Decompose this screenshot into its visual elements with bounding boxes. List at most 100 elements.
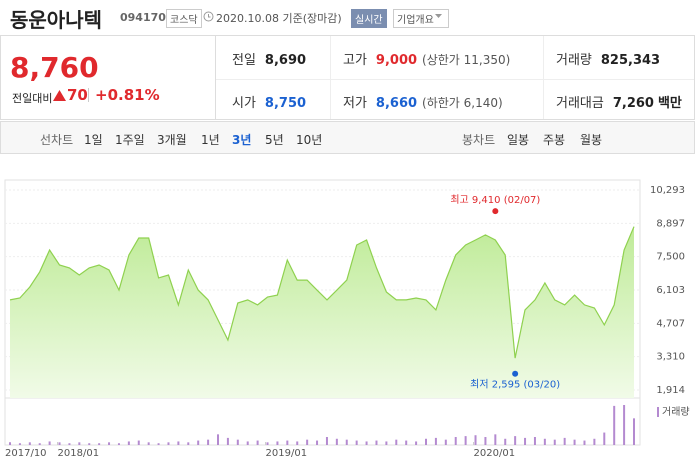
- divider: [88, 88, 89, 102]
- volume-bar: [484, 437, 487, 445]
- line-chart-label: 선차트: [40, 133, 74, 147]
- volume-bar: [18, 443, 21, 445]
- volume-bar: [28, 442, 31, 445]
- volume-bar: [444, 439, 447, 445]
- period-tab[interactable]: 3년: [232, 133, 252, 147]
- volume-bar: [177, 441, 180, 445]
- period-tab[interactable]: 10년: [296, 133, 323, 147]
- volume-bar: [246, 441, 249, 445]
- volume-bar: [286, 440, 289, 445]
- date: 2020.10.08 기준(장마감): [216, 12, 342, 25]
- current-price: 8,760: [10, 51, 99, 84]
- stat-label: 거래대금: [556, 96, 604, 111]
- stat-label: 저가: [343, 96, 367, 111]
- stat-item: 거래량 825,343: [556, 49, 660, 68]
- volume-bar: [197, 440, 200, 445]
- volume-bar: [236, 439, 239, 445]
- volume-legend-mark: [657, 407, 659, 417]
- volume-bar: [266, 442, 269, 445]
- candle-tab[interactable]: 일봉: [507, 133, 530, 147]
- change-label: 전일대비: [12, 92, 53, 105]
- candle-tab[interactable]: 월봉: [580, 133, 603, 147]
- candle-tab[interactable]: 주봉: [543, 133, 566, 147]
- stat-value: 8,750: [264, 96, 307, 111]
- stock-name: 동운아나텍: [10, 8, 102, 32]
- volume-bar: [425, 438, 427, 445]
- divider: [543, 36, 544, 119]
- extreme-dot: [492, 208, 499, 215]
- y-tick-label: 8,897: [656, 218, 685, 229]
- volume-bar: [137, 440, 140, 445]
- volume-bar: [147, 442, 150, 445]
- volume-bar: [543, 438, 546, 445]
- volume-bar: [58, 442, 61, 445]
- x-tick-label: 2020/01: [474, 448, 516, 459]
- volume-bar: [474, 435, 477, 445]
- volume-bar: [316, 440, 319, 445]
- price-line: [9, 226, 635, 359]
- volume-bar: [127, 441, 130, 445]
- dropdown-arrow: [435, 14, 442, 18]
- volume-bar: [583, 440, 586, 445]
- period-tab[interactable]: 1년: [201, 133, 220, 147]
- volume-bar: [593, 438, 596, 445]
- volume-bar: [623, 405, 626, 445]
- stat-unit: 백만: [657, 96, 682, 111]
- price-area: [10, 226, 634, 398]
- stat-item: 시가 8,750: [232, 92, 306, 111]
- market-badge: 코스닥: [166, 9, 202, 28]
- period-tab[interactable]: 1일: [84, 133, 103, 147]
- realtime-button[interactable]: 실시간: [351, 9, 387, 28]
- stat-value: 825,343: [600, 53, 661, 68]
- stat-note: (하한가 6,140): [422, 96, 503, 110]
- volume-bar: [385, 441, 388, 445]
- volume-bar: [375, 440, 378, 445]
- volume-bar: [524, 437, 527, 445]
- divider: [216, 79, 694, 80]
- volume-bar: [306, 439, 309, 445]
- volume-bar: [434, 437, 437, 445]
- y-tick-label: 3,310: [656, 352, 685, 363]
- company-info-dropdown[interactable]: 기업개요: [393, 9, 449, 28]
- volume-bar: [9, 442, 11, 445]
- y-tick-label: 4,707: [656, 318, 685, 329]
- volume-bar: [217, 434, 219, 445]
- volume-bar: [454, 437, 457, 445]
- stat-item: 고가 9,000 (상한가 11,350): [343, 49, 510, 68]
- volume-bar: [187, 442, 190, 445]
- period-tab[interactable]: 5년: [265, 133, 284, 147]
- divider: [330, 36, 331, 119]
- y-tick-label: 10,293: [650, 185, 685, 196]
- volume-bar: [296, 441, 299, 445]
- change-rate: +0.81%: [95, 86, 160, 104]
- volume-bar: [573, 439, 576, 445]
- extreme-dot: [512, 370, 519, 377]
- volume-bar: [68, 443, 71, 445]
- stat-label: 시가: [232, 96, 256, 111]
- stat-note: (상한가 11,350): [422, 53, 511, 67]
- stat-label: 고가: [343, 53, 367, 68]
- extreme-label: 최고 9,410 (02/07): [450, 194, 540, 206]
- clock-icon: [203, 11, 214, 22]
- x-tick-label: 2018/01: [58, 448, 100, 459]
- change-amount: 70: [67, 86, 88, 104]
- volume-bar: [256, 440, 259, 445]
- volume-bar: [504, 438, 507, 445]
- x-tick-label: 2017/10: [5, 448, 47, 459]
- volume-bar: [108, 442, 111, 445]
- volume-bar: [395, 439, 398, 445]
- volume-bar: [157, 443, 160, 445]
- y-tick-label: 6,103: [656, 285, 685, 296]
- volume-bar: [345, 439, 348, 445]
- volume-bar: [276, 441, 279, 445]
- candle-chart-label: 봉차트: [462, 133, 496, 147]
- volume-bar: [563, 437, 566, 445]
- period-tab[interactable]: 3개월: [157, 133, 187, 147]
- period-tab[interactable]: 1주일: [115, 133, 145, 147]
- volume-bar: [553, 439, 556, 445]
- stat-item: 저가 8,660 (하한가 6,140): [343, 92, 503, 111]
- x-tick-label: 2019/01: [266, 448, 308, 459]
- volume-bar: [355, 440, 358, 445]
- volume-legend: 거래량: [662, 406, 690, 418]
